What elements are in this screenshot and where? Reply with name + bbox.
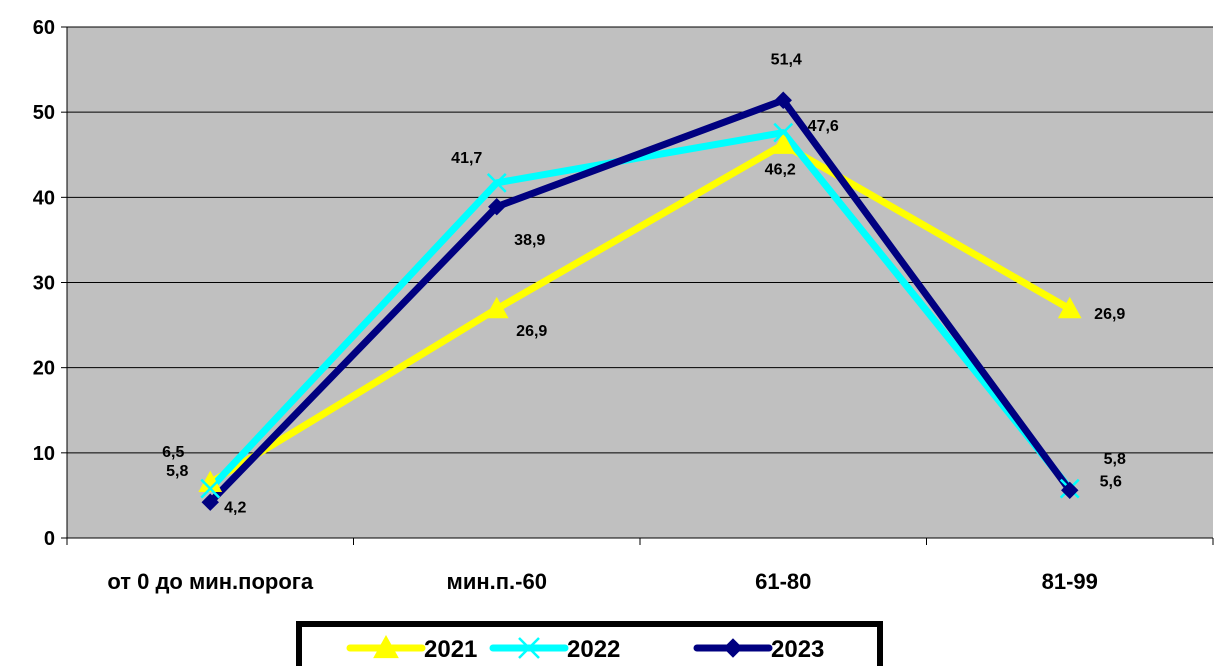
data-label: 47,6 [808, 118, 839, 135]
data-label: 6,5 [162, 444, 184, 461]
data-point-marker [201, 493, 219, 511]
x-tick-label: 61-80 [755, 569, 811, 594]
y-tick-label: 60 [33, 17, 55, 39]
y-tick-label: 40 [33, 187, 55, 209]
data-point-marker [773, 122, 794, 143]
data-label: 41,7 [451, 150, 482, 167]
data-point-marker [488, 197, 506, 216]
data-point-marker [774, 91, 792, 109]
data-point-marker [1061, 481, 1079, 500]
data-label: 26,9 [1094, 306, 1125, 323]
series-line-2023 [206, 96, 1074, 506]
data-label: 38,9 [514, 232, 545, 249]
series-line-2021 [206, 141, 1074, 487]
legend-label: 2023 [771, 636, 824, 663]
x-tick-label: 81-99 [1042, 569, 1098, 594]
data-label: 46,2 [765, 162, 796, 179]
legend-label: 2022 [567, 636, 620, 663]
y-tick-label: 0 [44, 528, 55, 550]
data-label: 5,6 [1100, 474, 1122, 491]
data-label: 26,9 [516, 323, 547, 340]
y-tick-label: 30 [33, 273, 55, 295]
data-labels: 6,5 26,9 46,2 26,9 5,8 41,7 47,6 5,8 4,2 38,9 51,4… [162, 51, 1126, 516]
y-tick-label: 20 [33, 358, 55, 380]
data-point-marker [518, 637, 540, 659]
data-point-marker [1057, 296, 1082, 319]
y-tick-label: 50 [33, 102, 55, 124]
legend-label: 2021 [424, 636, 477, 663]
data-point-marker [723, 638, 743, 658]
data-point-marker [373, 634, 399, 659]
data-label: 4,2 [224, 499, 246, 516]
axes: 0 10 20 30 40 50 60 от 0 до мин.порога мин.п.-60… [33, 17, 1214, 594]
series-group [198, 91, 1082, 511]
y-tick-label: 10 [33, 443, 55, 465]
data-label: 5,8 [166, 463, 188, 480]
data-point-marker [486, 172, 507, 193]
series-line-2022 [206, 129, 1074, 493]
data-label: 5,8 [1104, 451, 1126, 468]
data-label: 51,4 [771, 51, 802, 68]
x-tick-label: мин.п.-60 [447, 569, 547, 594]
data-point-marker [771, 132, 796, 154]
data-point-marker [484, 296, 509, 319]
legend: 2021 2022 2023 [296, 621, 883, 666]
x-tick-label: от 0 до мин.порога [107, 569, 314, 594]
data-point-marker [200, 478, 221, 499]
